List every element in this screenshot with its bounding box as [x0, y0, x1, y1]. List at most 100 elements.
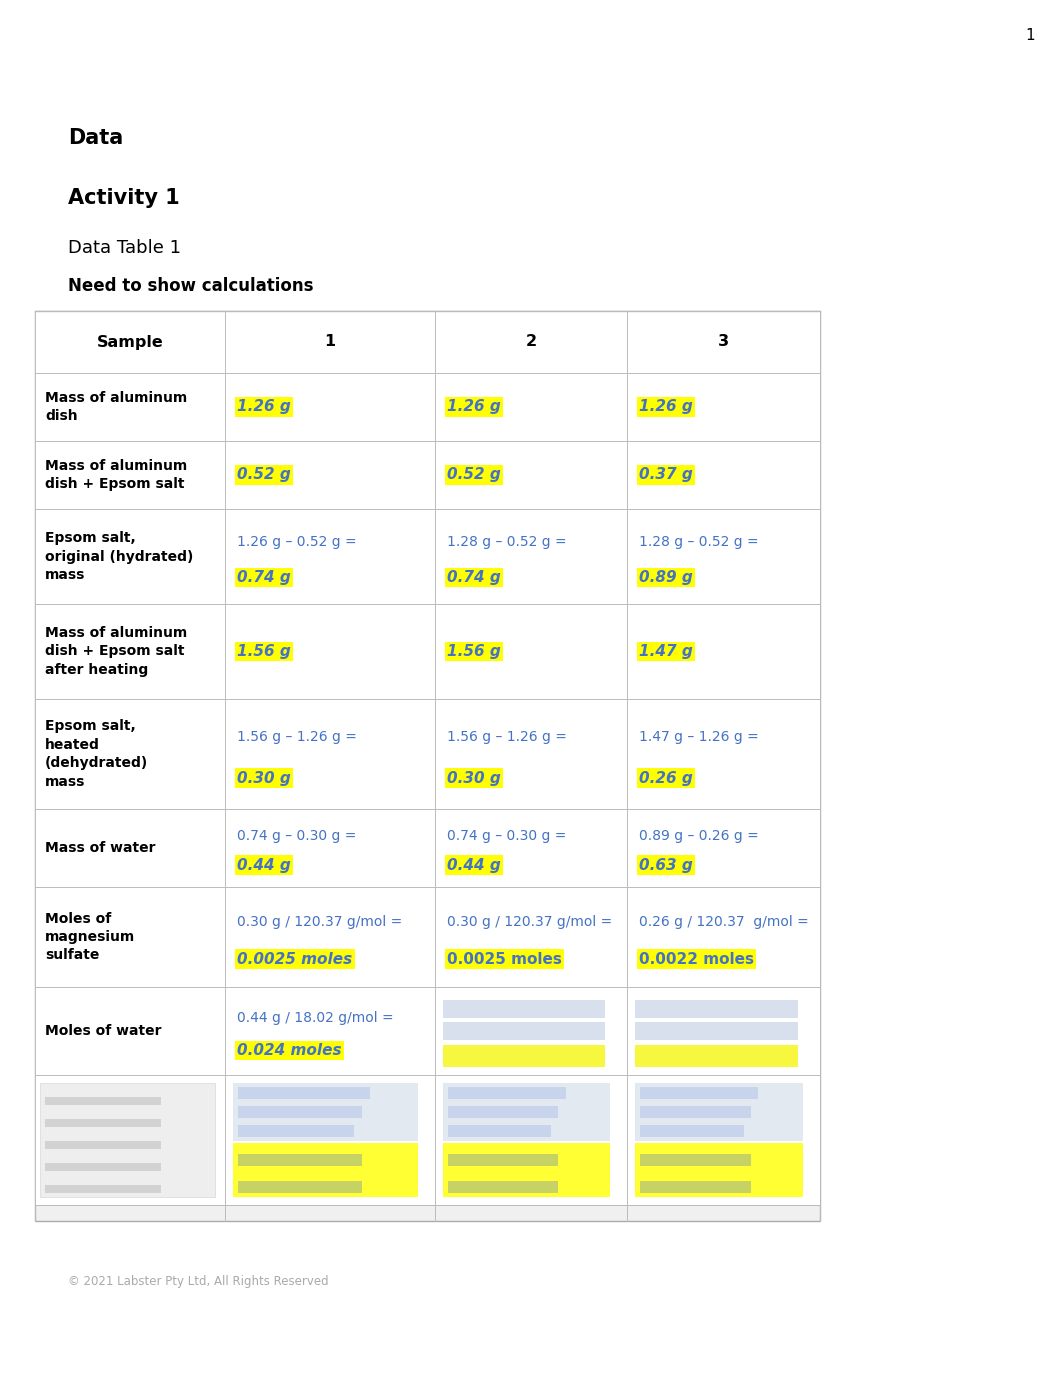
Bar: [45, 1119, 160, 1127]
Bar: [45, 1185, 160, 1193]
Bar: [435, 311, 627, 373]
Bar: [443, 1143, 610, 1197]
Text: Epsom salt,
original (hydrated)
mass: Epsom salt, original (hydrated) mass: [45, 531, 193, 582]
Bar: [435, 440, 627, 509]
Bar: [448, 1181, 559, 1193]
Bar: [35, 373, 225, 440]
Text: 3: 3: [718, 334, 729, 350]
Bar: [238, 1181, 362, 1193]
Bar: [225, 440, 435, 509]
Bar: [35, 809, 225, 888]
Bar: [435, 1075, 627, 1205]
Bar: [627, 604, 820, 699]
Bar: [238, 1126, 354, 1137]
Bar: [627, 311, 820, 373]
Bar: [640, 1087, 758, 1099]
Bar: [233, 1143, 418, 1197]
Bar: [35, 604, 225, 699]
Bar: [225, 699, 435, 809]
Text: 0.74 g: 0.74 g: [447, 570, 501, 585]
Bar: [238, 1106, 362, 1117]
Text: 1.28 g – 0.52 g =: 1.28 g – 0.52 g =: [639, 535, 758, 549]
Text: 1.26 g: 1.26 g: [447, 399, 501, 414]
Bar: [225, 987, 435, 1075]
Text: Moles of water: Moles of water: [45, 1024, 161, 1038]
Text: 0.30 g: 0.30 g: [447, 771, 501, 786]
Bar: [443, 1022, 605, 1040]
Bar: [640, 1181, 751, 1193]
Text: Activity 1: Activity 1: [68, 189, 179, 208]
Text: 1.47 g – 1.26 g =: 1.47 g – 1.26 g =: [639, 731, 758, 744]
Bar: [443, 1044, 605, 1066]
Text: 1: 1: [1025, 29, 1034, 44]
Bar: [448, 1087, 566, 1099]
Bar: [435, 509, 627, 604]
Text: 0.44 g / 18.02 g/mol =: 0.44 g / 18.02 g/mol =: [237, 1011, 394, 1025]
Text: 0.024 moles: 0.024 moles: [237, 1043, 342, 1058]
Bar: [238, 1087, 370, 1099]
Text: 0.89 g: 0.89 g: [639, 570, 692, 585]
Bar: [35, 440, 225, 509]
Text: 0.52 g: 0.52 g: [447, 468, 501, 483]
Text: 0.0025 moles: 0.0025 moles: [447, 951, 562, 966]
Bar: [35, 888, 225, 987]
Bar: [225, 1075, 435, 1205]
Bar: [448, 1154, 559, 1165]
Text: 1.56 g: 1.56 g: [237, 644, 291, 659]
Bar: [627, 888, 820, 987]
Bar: [435, 604, 627, 699]
Bar: [238, 1154, 362, 1165]
Bar: [225, 604, 435, 699]
Text: 1.26 g: 1.26 g: [237, 399, 291, 414]
Text: 0.30 g / 120.37 g/mol =: 0.30 g / 120.37 g/mol =: [447, 915, 613, 929]
Text: 0.74 g – 0.30 g =: 0.74 g – 0.30 g =: [237, 830, 357, 843]
Text: Mass of aluminum
dish + Epsom salt: Mass of aluminum dish + Epsom salt: [45, 458, 187, 491]
Bar: [443, 1083, 610, 1141]
Text: 1.26 g: 1.26 g: [639, 399, 692, 414]
Bar: [35, 987, 225, 1075]
Text: 1.28 g – 0.52 g =: 1.28 g – 0.52 g =: [447, 535, 567, 549]
Bar: [448, 1106, 559, 1117]
Text: Data Table 1: Data Table 1: [68, 239, 181, 257]
Text: 0.44 g: 0.44 g: [447, 857, 501, 872]
Text: Sample: Sample: [97, 334, 164, 350]
Bar: [35, 1075, 225, 1205]
Text: 1: 1: [324, 334, 336, 350]
Text: 2: 2: [526, 334, 536, 350]
Bar: [35, 311, 225, 373]
Bar: [435, 373, 627, 440]
Text: Mass of water: Mass of water: [45, 841, 155, 854]
Bar: [443, 1000, 605, 1018]
Text: 0.0025 moles: 0.0025 moles: [237, 951, 353, 966]
Text: Data: Data: [68, 128, 123, 149]
Text: 0.37 g: 0.37 g: [639, 468, 692, 483]
Bar: [225, 888, 435, 987]
Bar: [225, 311, 435, 373]
Bar: [627, 509, 820, 604]
Text: © 2021 Labster Pty Ltd, All Rights Reserved: © 2021 Labster Pty Ltd, All Rights Reser…: [68, 1274, 328, 1288]
Bar: [640, 1126, 743, 1137]
Bar: [640, 1154, 751, 1165]
Bar: [45, 1097, 160, 1105]
Bar: [225, 373, 435, 440]
Bar: [233, 1083, 418, 1141]
Bar: [640, 1106, 751, 1117]
Bar: [225, 509, 435, 604]
Bar: [635, 1143, 803, 1197]
Bar: [627, 699, 820, 809]
Bar: [448, 1126, 551, 1137]
Text: 0.74 g: 0.74 g: [237, 570, 291, 585]
Bar: [435, 888, 627, 987]
Bar: [435, 987, 627, 1075]
Text: Moles of
magnesium
sulfate: Moles of magnesium sulfate: [45, 912, 135, 962]
Text: 0.63 g: 0.63 g: [639, 857, 692, 872]
Bar: [627, 987, 820, 1075]
Text: Epsom salt,
heated
(dehydrated)
mass: Epsom salt, heated (dehydrated) mass: [45, 720, 149, 788]
Bar: [45, 1163, 160, 1171]
Bar: [635, 1000, 798, 1018]
Bar: [225, 809, 435, 888]
Text: Need to show calculations: Need to show calculations: [68, 277, 313, 294]
Bar: [435, 809, 627, 888]
Text: 1.56 g – 1.26 g =: 1.56 g – 1.26 g =: [237, 731, 357, 744]
Bar: [635, 1083, 803, 1141]
